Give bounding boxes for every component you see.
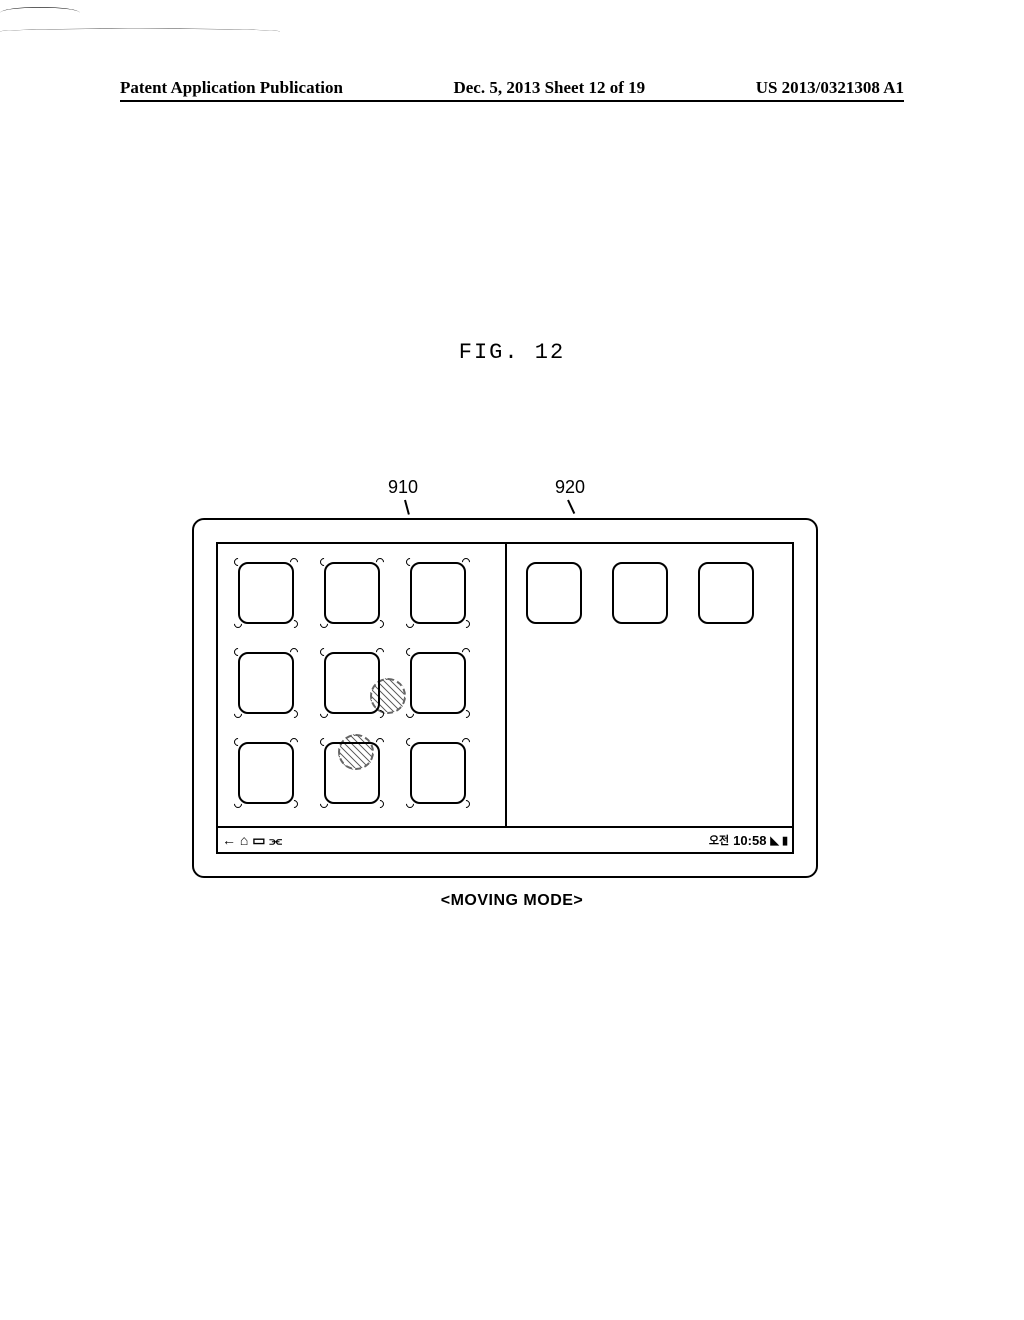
time-prefix: 오전 bbox=[709, 832, 729, 848]
clock-time: 10:58 bbox=[733, 833, 766, 848]
status-bar: ← ⌂ ▭ ⫘ 오전 10:58 ◣ ▮ bbox=[218, 826, 792, 852]
brace-910 bbox=[0, 7, 80, 13]
drag-touch-indicator bbox=[338, 734, 374, 770]
header-date-sheet: Dec. 5, 2013 Sheet 12 of 19 bbox=[453, 78, 645, 98]
app-icon-slot[interactable] bbox=[410, 562, 476, 642]
leader-line-910 bbox=[404, 500, 410, 515]
app-icon-slot[interactable] bbox=[410, 742, 476, 822]
screen-divider bbox=[505, 544, 507, 826]
app-icon bbox=[238, 562, 294, 624]
header-rule bbox=[120, 100, 904, 102]
app-icon-slot[interactable] bbox=[698, 562, 764, 642]
drag-touch-indicator bbox=[370, 678, 406, 714]
app-icon bbox=[238, 652, 294, 714]
header-patent-number: US 2013/0321308 A1 bbox=[756, 78, 904, 98]
reference-numeral-920: 920 bbox=[555, 477, 585, 498]
app-icon-slot[interactable] bbox=[324, 562, 390, 642]
figure-caption: <MOVING MODE> bbox=[0, 892, 1024, 910]
app-icon-slot[interactable] bbox=[238, 652, 304, 732]
header-publication-type: Patent Application Publication bbox=[120, 78, 343, 98]
page-header: Patent Application Publication Dec. 5, 2… bbox=[120, 78, 904, 98]
app-icon bbox=[238, 742, 294, 804]
app-icon bbox=[410, 562, 466, 624]
figure-label: FIG. 12 bbox=[0, 340, 1024, 365]
right-icon-grid bbox=[526, 562, 764, 642]
app-icon-slot[interactable] bbox=[526, 562, 592, 642]
left-icon-grid bbox=[238, 562, 476, 822]
app-icon bbox=[612, 562, 668, 624]
app-icon bbox=[526, 562, 582, 624]
app-icon-slot[interactable] bbox=[238, 562, 304, 642]
device-bezel: ← ⌂ ▭ ⫘ 오전 10:58 ◣ ▮ bbox=[192, 518, 818, 878]
app-icon-slot[interactable] bbox=[612, 562, 678, 642]
app-icon bbox=[324, 562, 380, 624]
device-screen: ← ⌂ ▭ ⫘ 오전 10:58 ◣ ▮ bbox=[216, 542, 794, 854]
status-right-group: 오전 10:58 ◣ ▮ bbox=[709, 832, 788, 848]
signal-battery-icons: ◣ ▮ bbox=[770, 834, 788, 847]
app-icon bbox=[410, 652, 466, 714]
leader-line-920 bbox=[567, 500, 575, 514]
app-icon bbox=[698, 562, 754, 624]
nav-button-group: ← ⌂ ▭ ⫘ bbox=[222, 832, 282, 849]
reference-numeral-910: 910 bbox=[388, 477, 418, 498]
brace-920 bbox=[0, 29, 280, 32]
app-icon-slot[interactable] bbox=[410, 652, 476, 732]
nav-icons[interactable]: ← ⌂ ▭ ⫘ bbox=[222, 832, 282, 849]
app-icon-slot[interactable] bbox=[238, 742, 304, 822]
app-icon bbox=[410, 742, 466, 804]
